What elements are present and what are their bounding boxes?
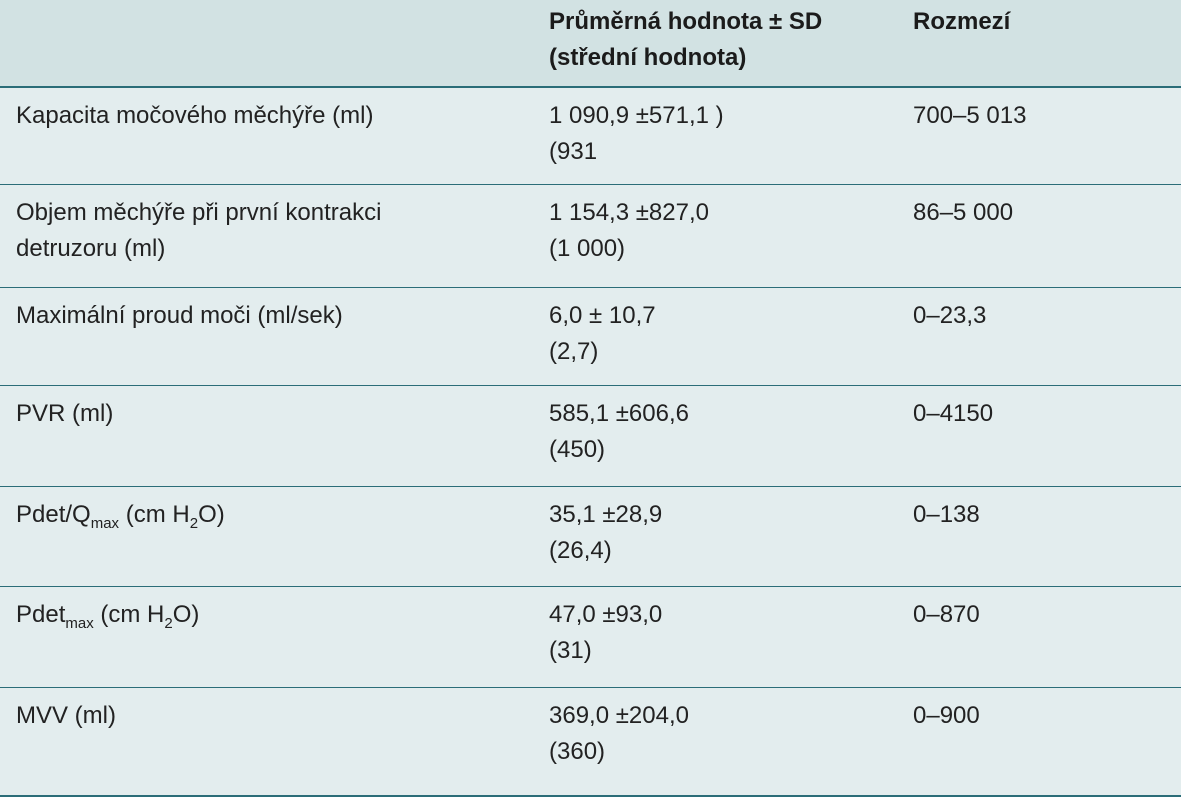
median-value: (1 000)	[549, 235, 626, 262]
row-range: 0–23,3	[913, 302, 987, 329]
row-range: 700–5 013	[913, 102, 1027, 129]
parameter-line1: Objem měchýře při první kontrakci	[16, 199, 382, 226]
median-value: (450)	[549, 436, 606, 463]
median-value: (931	[549, 138, 598, 165]
parameter-line1: Kapacita močového měchýře (ml)	[16, 102, 374, 129]
row-range: 0–900	[913, 702, 980, 729]
header-mean-sd-line1: Průměrná hodnota ± SD	[549, 8, 823, 35]
median-value: (360)	[549, 738, 606, 765]
row-range: 0–870	[913, 601, 980, 628]
table-row: MVV (ml) 369,0 ±204,0 (360) 0–900	[0, 688, 1181, 797]
header-range: Rozmezí	[913, 8, 1011, 35]
table-row: Objem měchýře při první kontrakci detruz…	[0, 185, 1181, 288]
mean-sd-value: 1 090,9 ±571,1 )	[549, 102, 724, 129]
table-row: PVR (ml) 585,1 ±606,6 (450) 0–4150	[0, 386, 1181, 487]
mean-sd-value: 47,0 ±93,0	[549, 601, 663, 628]
row-mean-sd: 47,0 ±93,0 (31)	[549, 597, 662, 669]
header-mean-sd-line2: (střední hodnota)	[549, 44, 747, 71]
median-value: (31)	[549, 637, 592, 664]
median-value: (26,4)	[549, 537, 612, 564]
table-row: Kapacita močového měchýře (ml) 1 090,9 ±…	[0, 88, 1181, 185]
parameter-line1: Pdetmax (cm H2O)	[16, 601, 200, 632]
table-row: Maximální proud moči (ml/sek) 6,0 ± 10,7…	[0, 288, 1181, 386]
row-mean-sd: 6,0 ± 10,7 (2,7)	[549, 298, 656, 370]
mean-sd-value: 6,0 ± 10,7	[549, 302, 656, 329]
row-parameter: PVR (ml)	[16, 396, 113, 432]
row-parameter: Kapacita močového měchýře (ml)	[16, 98, 373, 134]
row-mean-sd: 35,1 ±28,9 (26,4)	[549, 497, 662, 569]
parameter-line1: PVR (ml)	[16, 400, 114, 427]
parameter-line1: MVV (ml)	[16, 702, 116, 729]
row-mean-sd: 1 154,3 ±827,0 (1 000)	[549, 195, 709, 267]
parameter-line1: Pdet/Qmax (cm H2O)	[16, 501, 225, 532]
mean-sd-value: 369,0 ±204,0	[549, 702, 689, 729]
row-range: 86–5 000	[913, 199, 1014, 226]
parameter-line2: detruzoru (ml)	[16, 235, 166, 262]
row-mean-sd: 369,0 ±204,0 (360)	[549, 698, 689, 770]
table-header: Průměrná hodnota ± SD (střední hodnota) …	[0, 0, 1181, 88]
table-row: Pdet/Qmax (cm H2O) 35,1 ±28,9 (26,4) 0–1…	[0, 487, 1181, 587]
row-parameter: Maximální proud moči (ml/sek)	[16, 298, 343, 334]
row-mean-sd: 585,1 ±606,6 (450)	[549, 396, 689, 468]
row-parameter: Pdetmax (cm H2O)	[16, 597, 199, 633]
median-value: (2,7)	[549, 338, 599, 365]
mean-sd-value: 585,1 ±606,6	[549, 400, 689, 427]
row-range: 0–138	[913, 501, 980, 528]
mean-sd-value: 1 154,3 ±827,0	[549, 199, 709, 226]
parameter-line1: Maximální proud moči (ml/sek)	[16, 302, 343, 329]
row-parameter: MVV (ml)	[16, 698, 116, 734]
header-mean-sd: Průměrná hodnota ± SD (střední hodnota)	[549, 4, 822, 76]
row-parameter: Pdet/Qmax (cm H2O)	[16, 497, 225, 533]
row-mean-sd: 1 090,9 ±571,1 ) (931	[549, 98, 724, 170]
row-range: 0–4150	[913, 400, 994, 427]
row-parameter: Objem měchýře při první kontrakci detruz…	[16, 195, 381, 267]
mean-sd-value: 35,1 ±28,9	[549, 501, 663, 528]
table-row: Pdetmax (cm H2O) 47,0 ±93,0 (31) 0–870	[0, 587, 1181, 688]
